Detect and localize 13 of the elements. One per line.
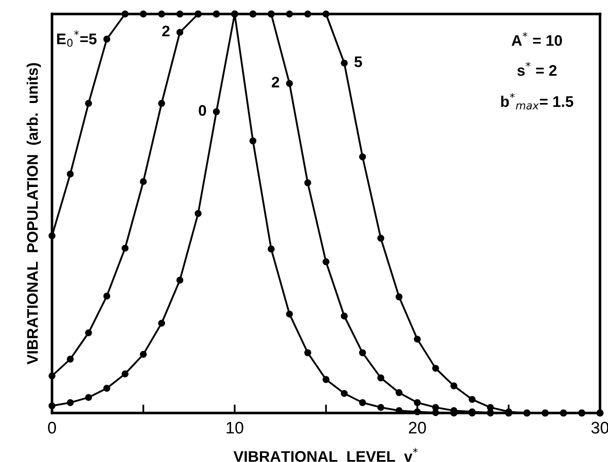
annotation: b$^{*}$$_{max}$= 1.5: [501, 93, 574, 110]
annotation: E$_{0}$$^{*}$=5: [57, 30, 97, 47]
x-tick-label: 20: [408, 422, 426, 434]
annotation: s$^{*}$ = 2: [517, 62, 557, 76]
x-tick-label: 0: [48, 422, 56, 434]
annotation: 5: [354, 56, 362, 68]
annotation: 0: [198, 105, 206, 116]
y-axis-title: VIBRATIONAL POPULATION (arb. units): [26, 63, 41, 364]
annotation: 2: [162, 26, 170, 36]
x-tick-label: 10: [226, 422, 244, 434]
annotation: A$^{*}$ = 10: [512, 32, 562, 46]
annotation: 2: [272, 76, 280, 88]
x-axis-title: VIBRATIONAL LEVEL v$^{*}$: [234, 448, 418, 462]
